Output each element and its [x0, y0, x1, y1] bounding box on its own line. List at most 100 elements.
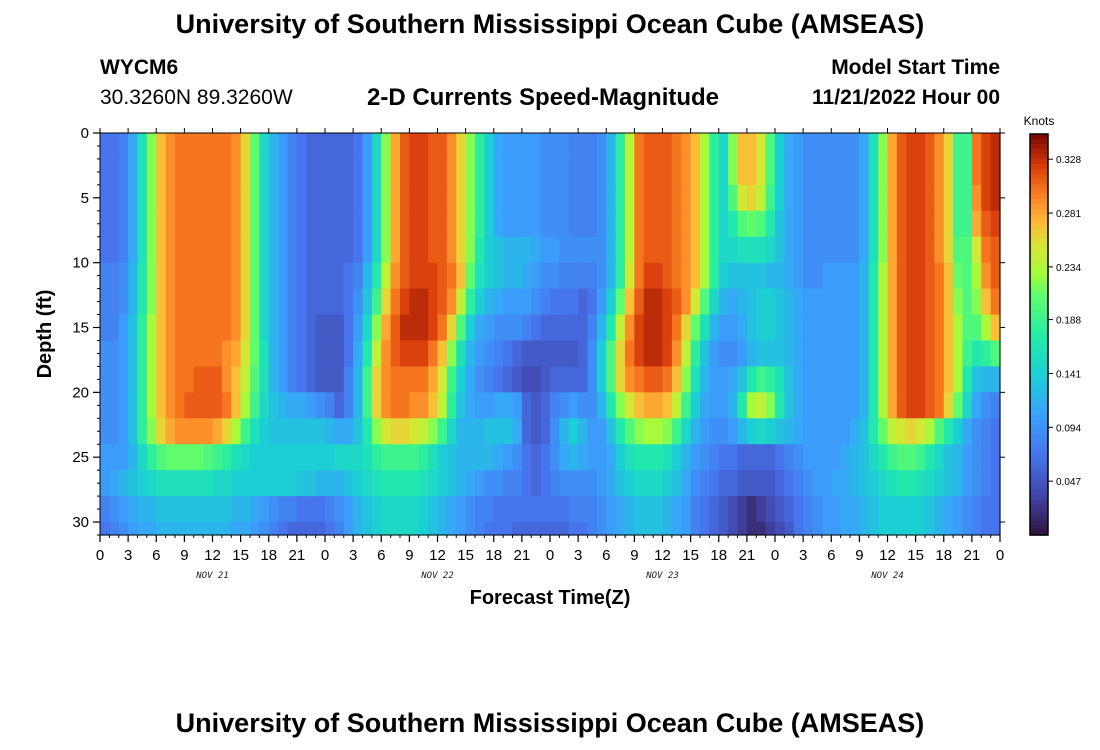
heatmap-cell	[315, 236, 326, 264]
heatmap-cell	[221, 340, 232, 368]
heatmap-cell	[315, 288, 326, 316]
heatmap-cell	[775, 366, 785, 393]
heatmap-cell	[381, 418, 392, 445]
heatmap-cell	[718, 444, 729, 471]
heatmap-cell	[371, 418, 382, 445]
x-tick-label: 12	[429, 547, 446, 564]
x-tick-label: 0	[546, 547, 554, 564]
heatmap-cell	[221, 236, 232, 264]
heatmap-cell	[212, 496, 223, 523]
heatmap-cell	[606, 418, 617, 445]
heatmap-cell	[906, 133, 917, 160]
heatmap-cell	[465, 340, 476, 368]
heatmap-cell	[212, 522, 223, 536]
heatmap-cell	[287, 236, 298, 264]
heatmap-cell	[990, 496, 1001, 523]
heatmap-cell	[268, 496, 279, 523]
heatmap-cell	[568, 314, 579, 342]
heatmap-cell	[812, 288, 823, 316]
heatmap-cell	[465, 444, 476, 471]
heatmap-cell	[175, 184, 185, 212]
heatmap-cell	[231, 418, 242, 445]
heatmap-cell	[990, 262, 1001, 290]
heatmap-cell	[296, 496, 307, 523]
heatmap-cell	[681, 133, 692, 160]
heatmap-cell	[587, 496, 598, 523]
heatmap-cell	[915, 366, 926, 393]
heatmap-cell	[850, 366, 860, 393]
heatmap-cell	[493, 133, 504, 160]
heatmap-cell	[109, 184, 120, 212]
heatmap-cell	[559, 366, 570, 393]
heatmap-cell	[475, 522, 485, 536]
heatmap-cell	[146, 133, 157, 160]
heatmap-cell	[306, 184, 317, 212]
heatmap-cell	[109, 444, 120, 471]
heatmap-cell	[484, 262, 495, 290]
heatmap-cell	[962, 470, 973, 497]
heatmap-cell	[175, 314, 185, 342]
heatmap-cell	[296, 262, 307, 290]
heatmap-cell	[353, 470, 364, 497]
heatmap-cell	[437, 210, 448, 238]
heatmap-cell	[578, 444, 589, 471]
heatmap-cell	[568, 522, 579, 536]
heatmap-cell	[878, 340, 889, 368]
heatmap-cell	[981, 444, 992, 471]
heatmap-cell	[540, 210, 551, 238]
heatmap-cell	[643, 392, 654, 419]
heatmap-cell	[531, 470, 542, 497]
heatmap-cell	[334, 366, 345, 393]
heatmap-cell	[390, 184, 401, 212]
heatmap-cell	[456, 444, 467, 471]
heatmap-cell	[971, 133, 982, 160]
heatmap-cell	[943, 314, 954, 342]
heatmap-cell	[596, 496, 607, 523]
heatmap-cell	[493, 158, 504, 186]
heatmap-cell	[634, 184, 645, 212]
heatmap-cell	[118, 418, 129, 445]
heatmap-cell	[878, 314, 889, 342]
heatmap-cell	[193, 184, 204, 212]
heatmap-cell	[475, 133, 485, 160]
heatmap-cell	[512, 340, 523, 368]
heatmap-cell	[353, 522, 364, 536]
heatmap-cell	[371, 184, 382, 212]
heatmap-cell	[906, 158, 917, 186]
heatmap-cell	[521, 444, 532, 471]
heatmap-cell	[521, 340, 532, 368]
heatmap-cell	[784, 392, 795, 419]
heatmap-cell	[615, 470, 626, 497]
heatmap-cell	[128, 366, 139, 393]
heatmap-cell	[250, 418, 260, 445]
heatmap-cell	[643, 444, 654, 471]
colorbar-segment	[1030, 424, 1048, 431]
heatmap-cell	[971, 340, 982, 368]
heatmap-cell	[409, 392, 420, 419]
heatmap-cell	[971, 496, 982, 523]
heatmap-cell	[306, 366, 317, 393]
heatmap-cell	[625, 496, 635, 523]
heatmap-cell	[625, 288, 635, 316]
heatmap-cell	[156, 288, 167, 316]
heatmap-cell	[334, 158, 345, 186]
heatmap-cell	[587, 236, 598, 264]
heatmap-cell	[503, 236, 514, 264]
heatmap-cell	[146, 314, 157, 342]
heatmap-cell	[850, 236, 860, 264]
heatmap-cell	[559, 496, 570, 523]
heatmap-cell	[353, 133, 364, 160]
x-tick-label: 0	[996, 547, 1004, 564]
heatmap-cell	[334, 522, 345, 536]
heatmap-cell	[306, 236, 317, 264]
heatmap-cell	[934, 236, 945, 264]
heatmap-cell	[868, 366, 879, 393]
station-id: WYCM6	[100, 56, 179, 79]
heatmap-cell	[756, 133, 767, 160]
heatmap-cell	[793, 288, 804, 316]
heatmap-cell	[268, 158, 279, 186]
heatmap-cell	[634, 288, 645, 316]
heatmap-cell	[915, 496, 926, 523]
heatmap-cell	[700, 314, 710, 342]
